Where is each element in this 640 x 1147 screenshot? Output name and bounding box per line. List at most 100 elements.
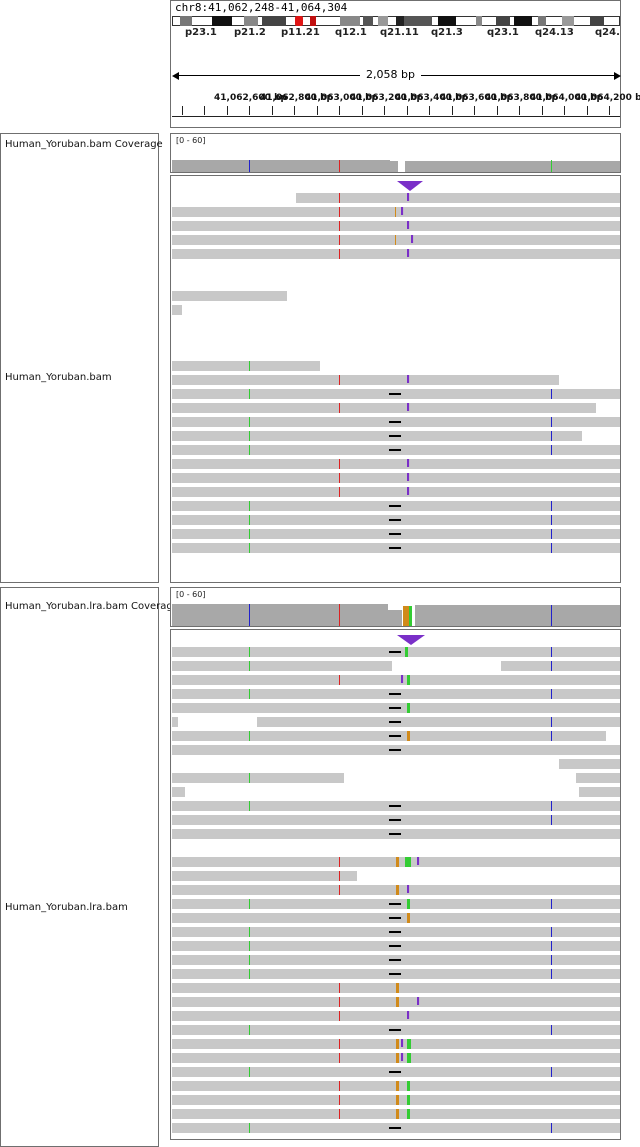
read[interactable]: [172, 1011, 620, 1021]
insertion-mark: I: [416, 995, 421, 1008]
read[interactable]: [257, 717, 620, 727]
cytoband: [438, 16, 456, 26]
cytoband: [378, 16, 388, 26]
cytoband: [590, 16, 604, 26]
read[interactable]: [172, 473, 620, 483]
read[interactable]: [172, 235, 620, 245]
mismatch-mark: [551, 731, 552, 741]
read[interactable]: [172, 675, 620, 685]
ruler-tick: [542, 106, 543, 115]
mismatch-mark: [339, 487, 340, 497]
read[interactable]: [172, 717, 178, 727]
read[interactable]: [172, 403, 596, 413]
insertion-mark: I: [406, 247, 411, 260]
insertion-mark: I: [406, 485, 411, 498]
deletion-mark: [389, 707, 401, 709]
mismatch-mark: [396, 1039, 399, 1049]
mismatch-mark: [249, 647, 250, 657]
centromere-marker: [295, 16, 303, 26]
cytoband-label: p21.2: [234, 27, 266, 38]
cytoband: [212, 16, 232, 26]
read[interactable]: [172, 787, 185, 797]
read[interactable]: [579, 787, 620, 797]
read[interactable]: [576, 773, 620, 783]
cytoband: [496, 16, 510, 26]
coverage-mismatch-mark: [551, 605, 552, 626]
coverage-track-name[interactable]: Human_Yoruban.bam Coverage: [5, 139, 163, 150]
read[interactable]: [172, 361, 320, 371]
ruler-tick-label: 41,063,600 bp: [440, 93, 513, 103]
read[interactable]: [172, 207, 620, 217]
read[interactable]: [172, 773, 344, 783]
alignment-track-name[interactable]: Human_Yoruban.bam: [5, 372, 112, 383]
ruler-tick: [272, 106, 273, 115]
ruler-tick: [182, 106, 183, 115]
read[interactable]: [172, 661, 392, 671]
read[interactable]: [172, 487, 620, 497]
read[interactable]: [559, 759, 620, 769]
coverage-track[interactable]: [0 - 60]: [170, 587, 621, 627]
mismatch-mark: [551, 1067, 552, 1077]
deletion-mark: [389, 693, 401, 695]
mismatch-mark: [249, 515, 250, 525]
mismatch-mark: [339, 249, 340, 259]
mismatch-mark: [339, 235, 340, 245]
deletion-mark: [389, 903, 401, 905]
mismatch-mark: [339, 221, 340, 231]
mismatch-mark: [249, 689, 250, 699]
ruler-tick-label: 41,062,600 bp: [214, 93, 287, 103]
mismatch-mark: [551, 647, 552, 657]
read[interactable]: [501, 661, 620, 671]
insertion-cluster-icon: [397, 635, 425, 645]
insertion-mark: I: [406, 191, 411, 204]
ruler-tick-label: 41,063,000 bp: [305, 93, 378, 103]
locus-label[interactable]: chr8:41,062,248-41,064,304: [175, 1, 348, 14]
mismatch-mark: [339, 871, 340, 881]
coverage-track[interactable]: [0 - 60]: [170, 133, 621, 173]
mismatch-mark: [249, 661, 250, 671]
mismatch-mark: [396, 1095, 399, 1105]
header-name-panel: [0, 0, 159, 128]
mismatch-mark: [249, 501, 250, 511]
cytoband: [340, 16, 360, 26]
mismatch-mark: [249, 361, 250, 371]
read[interactable]: [172, 305, 182, 315]
alignment-track[interactable]: I I I I I I I I I I: [170, 175, 621, 583]
read[interactable]: [172, 459, 620, 469]
read[interactable]: [172, 249, 620, 259]
ruler-tick: [249, 106, 250, 115]
alignment-track[interactable]: I I I I I I I: [170, 629, 621, 1140]
mismatch-mark: [249, 1025, 250, 1035]
ruler-tick: [227, 106, 228, 115]
cytoband-label: p23.1: [185, 27, 217, 38]
span-arrow-left-icon: [172, 72, 179, 80]
deletion-mark: [389, 1127, 401, 1129]
read[interactable]: [296, 193, 620, 203]
read[interactable]: [172, 291, 287, 301]
span-label: 2,058 bp: [360, 68, 421, 81]
mismatch-mark: [339, 1053, 340, 1063]
coverage-track-name[interactable]: Human_Yoruban.lra.bam Coverage: [5, 601, 179, 612]
read[interactable]: [172, 871, 357, 881]
mismatch-mark: [407, 703, 410, 713]
deletion-mark: [389, 547, 401, 549]
read[interactable]: [172, 431, 582, 441]
coverage-bar: [388, 610, 402, 626]
mismatch-mark: [407, 913, 410, 923]
mismatch-mark: [249, 801, 250, 811]
coverage-range-label: [0 - 60]: [176, 590, 206, 599]
ruler-tick: [519, 106, 520, 115]
coverage-mismatch-mark: [339, 604, 340, 626]
read[interactable]: [172, 221, 620, 231]
read[interactable]: [172, 375, 559, 385]
deletion-mark: [389, 519, 401, 521]
deletion-mark: [389, 421, 401, 423]
mismatch-mark: [339, 1081, 340, 1091]
insertion-mark: I: [416, 855, 421, 868]
mismatch-mark: [249, 1123, 250, 1133]
mismatch-mark: [339, 885, 340, 895]
alignment-track-name[interactable]: Human_Yoruban.lra.bam: [5, 902, 128, 913]
ruler-tick: [362, 106, 363, 115]
mismatch-mark: [339, 459, 340, 469]
cytoband-label: q21.3: [431, 27, 463, 38]
